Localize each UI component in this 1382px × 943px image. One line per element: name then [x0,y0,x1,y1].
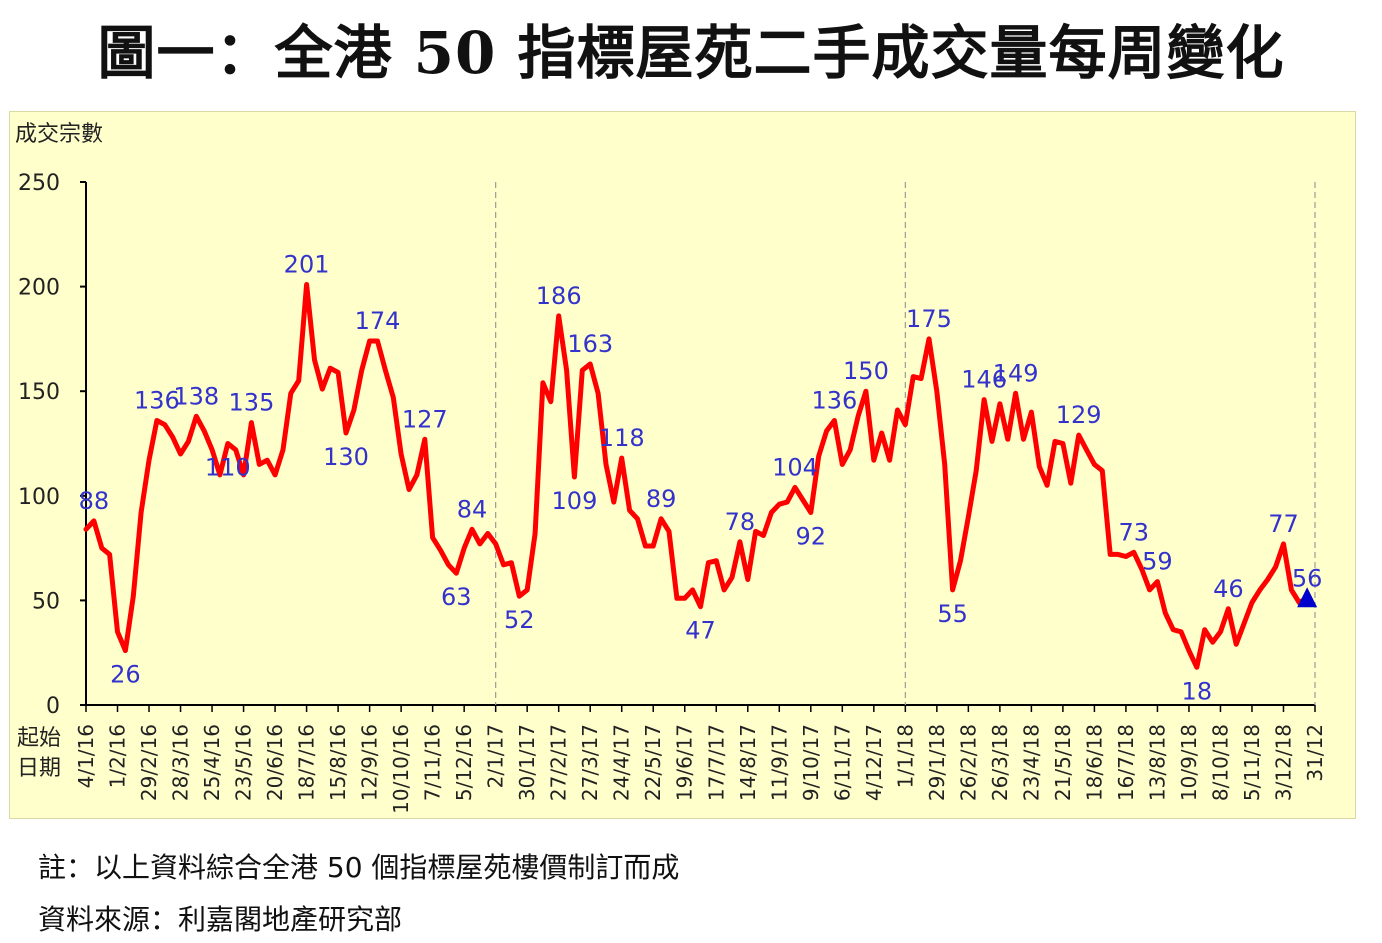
y-tick-label: 0 [46,694,60,719]
x-tick-label: 8/10/18 [1208,724,1232,801]
data-label: 92 [796,523,827,551]
x-tick-label: 26/2/18 [956,724,980,801]
x-tick-label: 30/1/17 [515,724,539,801]
x-tick-label: 29/1/18 [925,724,949,801]
data-label: 26 [110,661,141,689]
x-tick-label: 31/12 [1303,724,1327,782]
x-tick-label: 14/8/17 [736,724,760,801]
data-label: 47 [685,617,716,645]
x-tick-label: 11/9/17 [767,724,791,801]
data-label: 56 [1292,564,1323,592]
data-label: 63 [441,583,472,611]
data-label: 110 [205,454,251,482]
data-label: 136 [812,386,858,414]
x-tick-label: 24/4/17 [610,724,634,801]
chart-title: 圖一：全港 50 指標屋苑二手成交量每周變化 [97,19,1285,87]
data-label: 174 [355,307,401,335]
x-tick-label: 5/12/16 [452,724,476,801]
last-point-marker [1297,587,1318,608]
data-label: 55 [937,600,968,628]
y-tick-label: 150 [18,380,60,405]
data-label: 18 [1182,677,1213,705]
x-tick-label: 3/12/18 [1271,724,1295,801]
data-label: 77 [1268,510,1299,538]
data-label: 129 [1056,401,1102,429]
data-label: 150 [843,357,889,385]
x-tick-label: 1/2/16 [106,724,130,788]
x-tick-label: 1/1/18 [893,724,917,788]
x-tick-label: 4/12/17 [862,724,886,801]
x-tick-label: 5/11/18 [1240,724,1264,801]
x-tick-label: 7/11/16 [421,724,445,801]
data-label: 138 [173,382,219,410]
data-label: 146 [961,366,1007,394]
data-label: 130 [323,443,369,471]
data-label: 118 [599,424,645,452]
x-tick-label: 26/3/18 [988,724,1012,801]
x-tick-label: 13/8/18 [1145,724,1169,801]
x-tick-label: 10/10/16 [389,724,413,814]
data-label: 52 [504,606,535,634]
x-tick-label: 2/1/17 [484,724,508,788]
x-tick-label: 22/5/17 [641,724,665,801]
data-label: 73 [1119,518,1150,546]
x-tick-label: 9/10/17 [799,724,823,801]
x-tick-label: 12/9/16 [358,724,382,801]
x-tick-label: 23/5/16 [232,724,256,801]
x-tick-label: 10/9/18 [1177,724,1201,801]
data-label: 201 [284,251,330,279]
data-label: 149 [993,359,1039,387]
x-tick-label: 4/1/16 [74,724,98,788]
data-label: 88 [79,487,110,515]
x-tick-label: 15/8/16 [326,724,350,801]
y-axis-label: 成交宗數 [15,122,103,147]
data-label: 135 [229,389,275,417]
data-label: 84 [457,495,488,523]
data-label: 186 [536,282,582,310]
x-tick-label: 20/6/16 [263,724,287,801]
x-tick-label: 28/3/16 [169,724,193,801]
y-tick-label: 200 [18,276,60,301]
x-tick-label: 25/4/16 [200,724,224,801]
data-label: 104 [772,453,818,481]
x-tick-label: 29/2/16 [137,724,161,801]
y-tick-label: 100 [18,485,60,510]
data-label: 163 [567,330,613,358]
series-line [83,282,1310,670]
data-label: 175 [906,305,952,333]
x-tick-label: 23/4/18 [1019,724,1043,801]
line-chart: 成交宗數 0 50 100 150 200 250 4/1/16 1/2/16 29/2/16 28… [15,122,1327,814]
x-axis-label: 日期 [17,756,61,781]
x-tick-label: 17/7/17 [704,724,728,801]
data-label: 78 [725,508,756,536]
chart-frame [9,111,1356,819]
source-note: 資料來源：利嘉閣地產研究部 [38,903,403,936]
y-tick-label: 50 [32,589,60,614]
y-tick-label: 250 [18,171,60,196]
x-tick-label: 6/11/17 [830,724,854,801]
data-label: 59 [1142,548,1173,576]
data-label: 89 [646,485,677,513]
x-tick-label: 21/5/18 [1051,724,1075,801]
x-tick-label: 27/3/17 [578,724,602,801]
data-label: 46 [1213,575,1244,603]
x-tick-label: 18/6/18 [1082,724,1106,801]
data-label: 109 [552,487,598,515]
x-tick-label: 19/6/17 [673,724,697,801]
footnote: 註：以上資料綜合全港 50 個指標屋苑樓價制訂而成 [38,851,680,884]
data-label: 127 [402,405,448,433]
x-tick-label: 16/7/18 [1114,724,1138,801]
x-tick-label: 27/2/17 [547,724,571,801]
data-label: 136 [134,386,180,414]
x-tick-label: 18/7/16 [295,724,319,801]
x-axis-label: 起始 [17,726,61,751]
